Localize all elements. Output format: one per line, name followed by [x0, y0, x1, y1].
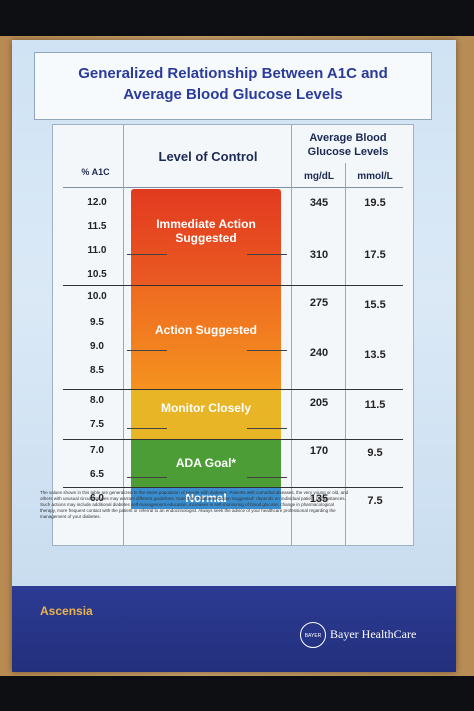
- a1c-6-5: 6.5: [90, 469, 104, 480]
- tick: [247, 254, 287, 255]
- a1c-9-5: 9.5: [90, 317, 104, 328]
- col-divider-2: [291, 125, 292, 545]
- band-label-action: Action Suggested: [154, 323, 257, 337]
- tick: [127, 477, 167, 478]
- col-divider-3: [345, 163, 346, 545]
- a1c-poster: Generalized Relationship Between A1C and…: [12, 40, 456, 672]
- band-action: [131, 285, 281, 389]
- row-sep-6: [63, 487, 403, 488]
- a1c-7-0: 7.0: [90, 445, 104, 456]
- title-line-2: Average Blood Glucose Levels: [123, 86, 343, 103]
- mmol-15-5: 15.5: [364, 299, 386, 311]
- band-label-monitor: Monitor Closely: [160, 401, 251, 415]
- tick: [247, 428, 287, 429]
- tick: [247, 350, 287, 351]
- a1c-11-0: 11.0: [87, 245, 107, 256]
- tick: [127, 428, 167, 429]
- mmol-19-5: 19.5: [364, 197, 386, 209]
- band-goal: [131, 439, 281, 487]
- a1c-8-5: 8.5: [90, 365, 104, 376]
- mmol-7-5: 7.5: [367, 495, 383, 507]
- band-normal: [131, 487, 281, 509]
- mmol-9-5: 9.5: [367, 447, 383, 459]
- mgdl-345: 345: [309, 197, 329, 209]
- mgdl-240: 240: [309, 347, 329, 359]
- a1c-10-5: 10.5: [87, 269, 107, 280]
- band-label-immediate: Immediate Action Suggested: [156, 217, 256, 245]
- header-avg: Average Blood Glucose Levels: [307, 132, 389, 158]
- a1c-9-0: 9.0: [90, 341, 104, 352]
- band-label-goal: ADA Goal*: [175, 456, 237, 470]
- poster-footer: [12, 586, 456, 672]
- mmol-17-5: 17.5: [364, 249, 386, 261]
- mgdl-205: 205: [309, 397, 329, 409]
- tick: [127, 350, 167, 351]
- header-a1c: % A1C: [81, 167, 110, 177]
- a1c-12-0: 12.0: [87, 197, 107, 208]
- band-label-normal: Normal: [185, 491, 227, 505]
- mgdl-135: 135: [309, 493, 329, 505]
- a1c-8-0: 8.0: [90, 395, 104, 406]
- col-divider-1: [123, 125, 124, 545]
- row-sep-7: [63, 439, 403, 440]
- ascensia-logo: Ascensia: [40, 604, 93, 618]
- header-mgdl: mg/dL: [304, 171, 334, 182]
- bayer-healthcare-logo: Bayer HealthCare: [330, 627, 417, 641]
- header-divider: [63, 187, 403, 188]
- a1c-11-5: 11.5: [87, 221, 107, 232]
- bayer-cross-icon: BAYER: [300, 622, 326, 648]
- a1c-6-0: 6.0: [90, 493, 104, 504]
- mgdl-310: 310: [309, 249, 329, 261]
- tick: [247, 477, 287, 478]
- row-sep-10: [63, 285, 403, 286]
- band-immediate: [131, 189, 281, 285]
- title-line-1: Generalized Relationship Between A1C and: [78, 65, 388, 82]
- row-sep-8: [63, 389, 403, 390]
- band-monitor: [131, 389, 281, 439]
- a1c-7-5: 7.5: [90, 419, 104, 430]
- mmol-11-5: 11.5: [364, 399, 386, 411]
- a1c-10-0: 10.0: [87, 291, 107, 302]
- footnote: The values shown in this table are gener…: [40, 490, 349, 519]
- header-mmol: mmol/L: [357, 171, 393, 182]
- a1c-table: % A1C Level of Control Average Blood Glu…: [52, 124, 414, 546]
- mgdl-275: 275: [309, 297, 329, 309]
- header-level: Level of Control: [158, 149, 258, 164]
- mmol-13-5: 13.5: [364, 349, 386, 361]
- poster-title: Generalized Relationship Between A1C and…: [34, 52, 432, 120]
- tick: [127, 254, 167, 255]
- mgdl-170: 170: [309, 445, 329, 457]
